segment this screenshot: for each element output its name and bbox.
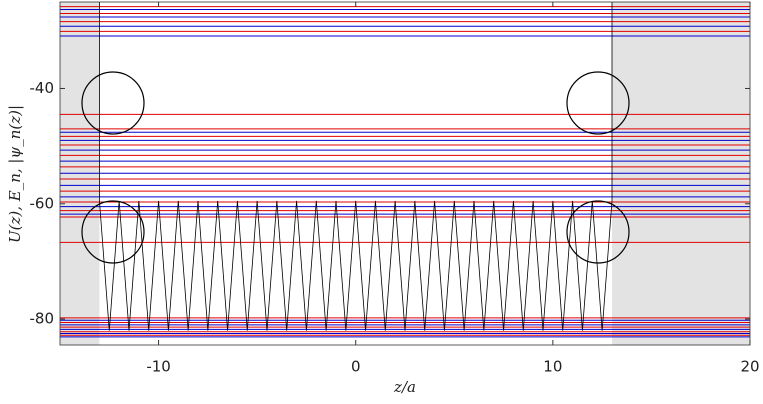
x-tick-label: -10 <box>146 358 171 376</box>
x-tick-label: 20 <box>740 358 759 376</box>
highlight-circle <box>566 71 630 135</box>
x-tick-label: 0 <box>351 358 361 376</box>
plot-frame <box>59 1 751 346</box>
highlight-circle <box>81 200 145 264</box>
x-axis-label: z/a <box>393 378 416 396</box>
y-tick-label: -80 <box>30 310 55 328</box>
y-tick-label: -40 <box>30 79 55 97</box>
potential-line <box>99 2 613 331</box>
highlight-circle <box>81 71 145 135</box>
highlight-circle <box>566 200 630 264</box>
plot-area <box>60 2 750 345</box>
y-tick-label: -60 <box>30 194 55 212</box>
y-axis-label: U(z), E_n, |ψ_n(z)| <box>6 105 24 243</box>
x-tick-label: 10 <box>543 358 562 376</box>
